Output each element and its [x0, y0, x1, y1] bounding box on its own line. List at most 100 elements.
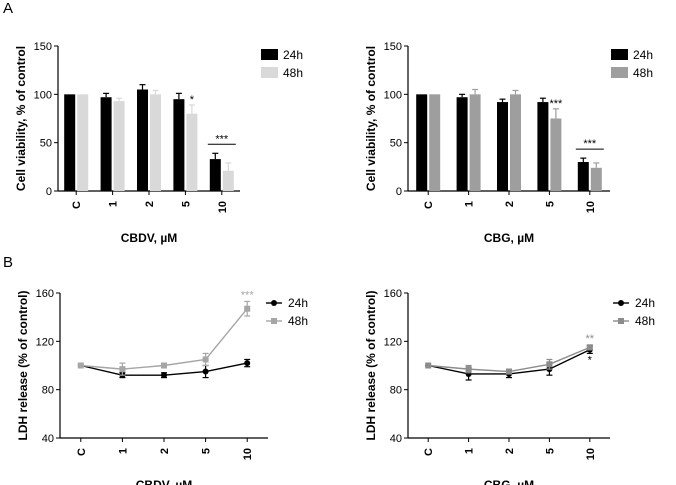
chart0-bar	[222, 170, 234, 191]
chart1-significance-label: ***	[583, 138, 597, 150]
chart3-legend-label: 48h	[635, 314, 655, 328]
chart2-point	[119, 366, 126, 373]
chart0-bar	[113, 101, 125, 191]
chart2-legend-marker	[271, 300, 277, 306]
chart0-legend-swatch	[261, 67, 278, 78]
chart1-bar	[577, 162, 589, 191]
chart1-bar	[497, 102, 508, 191]
chart0-x-axis-title: CBDV, µM	[121, 231, 177, 245]
chart1-legend-label: 48h	[633, 66, 653, 80]
chart3-x-tick-label: 5	[544, 448, 556, 454]
chart2-point	[244, 305, 251, 312]
chart0-legend-swatch	[261, 49, 278, 60]
chart2-point	[161, 362, 167, 369]
chart3-significance-label: **	[586, 333, 595, 345]
chart2-x-tick-label: 1	[117, 448, 129, 454]
chart3-series-line	[428, 346, 591, 373]
chart0-x-tick-label: 10	[217, 201, 229, 213]
chart2-legend-label: 24h	[288, 296, 308, 310]
chart2-legend-marker	[271, 318, 277, 324]
chart0-y-tick-label: 0	[46, 186, 52, 198]
chart1-bar	[456, 97, 468, 191]
chart0-bar	[209, 159, 221, 191]
chart1-y-axis-title: Cell viability, % of control	[364, 46, 378, 191]
chart3-point	[546, 361, 553, 368]
chart0-legend-label: 24h	[283, 48, 303, 62]
chart2-y-tick-label: 40	[42, 433, 54, 445]
chart3-legend-label: 24h	[635, 296, 655, 310]
chart0-legend-label: 48h	[283, 66, 303, 80]
chart3-point	[425, 362, 432, 369]
chart1-bar	[469, 94, 481, 191]
chart2-x-tick-label: 5	[201, 448, 213, 454]
chart1-x-tick-label: 2	[504, 201, 516, 207]
chart2-y-tick-label: 120	[36, 336, 54, 348]
chart0-significance-label: ***	[215, 133, 229, 145]
chart1-significance-label: ***	[549, 98, 563, 110]
chart0-x-tick-label: 1	[108, 201, 120, 207]
chart0-bar	[137, 89, 148, 191]
chart0-y-axis-title: Cell viability, % of control	[14, 46, 28, 191]
chart2-x-tick-label: 2	[159, 448, 171, 454]
chart1-x-axis-title: CBG, µM	[484, 231, 534, 245]
chart1-bar	[550, 118, 562, 191]
chart2-significance-label: ***	[241, 289, 255, 301]
chart1-bar	[416, 94, 428, 191]
panel-letter-a: A	[3, 0, 14, 17]
chart2-point	[202, 356, 209, 363]
chart2-point	[202, 368, 209, 375]
chart3-x-axis-title: CBG, µM	[484, 478, 534, 485]
chart3-y-tick-label: 80	[390, 385, 402, 397]
chart3-point	[506, 368, 512, 375]
chart1-x-tick-label: 10	[585, 201, 597, 213]
chart0-significance-label: *	[190, 94, 195, 106]
chart0-y-tick-label: 50	[40, 138, 52, 150]
chart3-x-tick-label: 2	[504, 448, 516, 454]
chart0-y-tick-label: 150	[34, 41, 52, 53]
chart1-legend-swatch	[611, 67, 628, 78]
chart0-x-tick-label: C	[71, 201, 83, 209]
chart2-y-tick-label: 80	[42, 385, 54, 397]
chart2-point	[77, 362, 84, 369]
chart1-bar	[590, 167, 602, 191]
chart2-x-tick-label: C	[76, 448, 88, 456]
chart1-legend-label: 24h	[633, 48, 653, 62]
chart2-point	[161, 372, 167, 379]
chart1-bar	[537, 102, 549, 191]
chart1-y-tick-label: 150	[384, 41, 402, 53]
chart3-y-tick-label: 40	[390, 433, 402, 445]
chart3-y-tick-label: 160	[384, 288, 402, 300]
chart3-point	[465, 366, 472, 373]
chart0-bar	[77, 94, 89, 191]
chart3-legend-marker	[618, 318, 624, 324]
chart2-y-tick-label: 160	[36, 288, 54, 300]
chart3-x-tick-label: 1	[464, 448, 476, 454]
chart0-x-tick-label: 2	[144, 201, 156, 207]
chart1-x-tick-label: 1	[464, 201, 476, 207]
chart3-y-tick-label: 120	[384, 336, 402, 348]
chart0-bar	[100, 97, 112, 191]
chart1-bar	[510, 94, 521, 191]
chart2-y-axis-title: LDH release (% of control)	[16, 290, 30, 440]
chart3-point	[586, 344, 593, 351]
chart3-legend-marker	[618, 300, 624, 306]
chart2-legend-label: 48h	[288, 314, 308, 328]
chart2-x-tick-label: 10	[242, 448, 254, 460]
chart0-x-tick-label: 5	[180, 201, 192, 207]
chart3-y-axis-title: LDH release (% of control)	[364, 290, 378, 440]
chart3-significance-label: *	[588, 354, 593, 366]
chart1-legend-swatch	[611, 49, 628, 60]
chart1-y-tick-label: 0	[396, 186, 402, 198]
chart0-bar	[150, 94, 161, 191]
chart3-x-tick-label: C	[423, 448, 435, 456]
chart0-bar	[173, 99, 185, 191]
chart0-bar	[64, 94, 76, 191]
chart3-x-tick-label: 10	[585, 448, 597, 460]
chart1-y-tick-label: 50	[390, 138, 402, 150]
chart0-bar	[186, 113, 198, 191]
chart1-x-tick-label: 5	[544, 201, 556, 207]
chart2-point	[244, 360, 251, 367]
chart2-series-line	[80, 308, 248, 370]
chart1-bar	[429, 94, 441, 191]
